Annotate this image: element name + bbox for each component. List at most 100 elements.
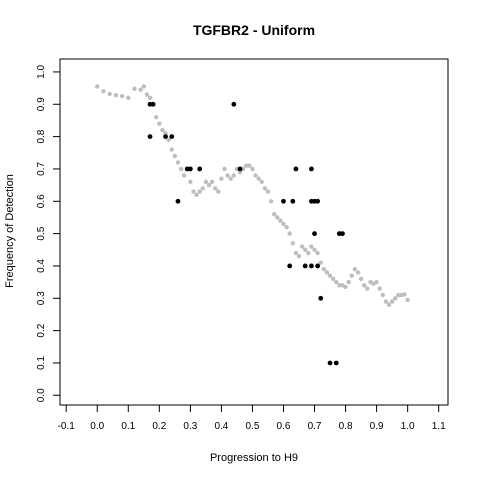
observed-point: [290, 198, 296, 204]
observed-point: [312, 231, 317, 237]
observed-point: [231, 101, 237, 107]
observed-point: [281, 198, 286, 204]
trend-point: [393, 296, 398, 301]
trend-point: [191, 189, 196, 194]
trend-point: [380, 292, 386, 298]
trend-point: [361, 283, 367, 288]
trend-point: [365, 286, 370, 291]
trend-point: [175, 160, 181, 165]
trend-point: [312, 247, 317, 252]
x-tick-label: 0.2: [152, 421, 166, 432]
trend-point: [237, 169, 243, 175]
y-tick-label: 0.8: [36, 129, 47, 143]
trend-point: [247, 163, 252, 168]
observed-point: [315, 263, 321, 269]
observed-point: [315, 198, 321, 204]
trend-point: [163, 131, 168, 136]
plot-frame: [59, 58, 449, 406]
trend-point: [147, 95, 153, 101]
trend-point: [275, 215, 280, 220]
trend-point: [172, 153, 178, 159]
trend-point: [309, 244, 314, 249]
observed-point: [163, 134, 168, 140]
trend-points: [95, 84, 410, 307]
y-tick-label: 0.4: [36, 259, 47, 273]
trend-point: [250, 166, 255, 172]
observed-point: [169, 134, 175, 140]
trend-point: [334, 279, 339, 285]
trend-point: [324, 270, 330, 275]
trend-point: [113, 93, 119, 98]
y-tick-label: 0.9: [36, 97, 47, 111]
trend-point: [268, 199, 274, 204]
trend-point: [358, 276, 364, 282]
observed-point: [333, 360, 339, 366]
trend-point: [259, 179, 264, 185]
trend-point: [271, 212, 277, 217]
trend-point: [284, 224, 289, 230]
trend-point: [209, 179, 215, 185]
y-tick-label: 0.3: [36, 291, 47, 305]
x-tick-label: 1.1: [432, 421, 446, 432]
trend-point: [132, 86, 137, 91]
trend-point: [337, 283, 342, 288]
observed-point: [175, 198, 181, 204]
trend-point: [265, 189, 271, 194]
y-axis: 0.0 0.1 0.2 0.3 0.4 0.5 0.6 0.7 0.8 0.9 1.0: [36, 65, 60, 402]
trend-point: [306, 250, 311, 256]
trend-point: [299, 244, 305, 249]
trend-point: [107, 91, 112, 97]
x-tick-label: 0.4: [214, 421, 228, 432]
trend-point: [287, 231, 292, 236]
y-tick-label: 0.1: [36, 356, 47, 370]
observed-point: [309, 166, 314, 172]
trend-point: [321, 266, 327, 272]
trend-point: [160, 127, 165, 133]
trend-point: [327, 273, 333, 278]
observed-point: [302, 263, 308, 269]
trend-point: [231, 173, 237, 178]
observed-point: [287, 263, 293, 269]
trend-point: [296, 254, 302, 259]
trend-point: [144, 92, 150, 97]
x-tick-label: 0.6: [277, 421, 291, 432]
trend-point: [256, 176, 261, 181]
observed-point: [327, 360, 333, 366]
trend-point: [206, 182, 212, 188]
trend-point: [293, 250, 299, 256]
x-tick-label: 1.0: [401, 421, 415, 432]
x-axis-label: Progression to H9: [210, 452, 298, 464]
x-tick-label: 0.3: [183, 421, 197, 432]
trend-point: [315, 250, 320, 256]
x-tick-label: 0.9: [370, 421, 384, 432]
trend-point: [228, 176, 233, 181]
observed-point: [318, 295, 324, 301]
trend-point: [396, 292, 401, 298]
trend-point: [290, 241, 295, 246]
trend-point: [203, 179, 209, 185]
trend-point: [138, 87, 143, 92]
x-tick-label: 0.5: [245, 421, 259, 432]
observed-point: [340, 231, 345, 237]
trend-point: [154, 115, 159, 120]
trend-point: [262, 186, 268, 191]
trend-point: [377, 286, 382, 291]
observed-point: [293, 166, 299, 172]
y-tick-label: 0.5: [36, 226, 47, 240]
trend-point: [389, 299, 395, 304]
trend-point: [343, 284, 348, 290]
trend-point: [181, 173, 187, 178]
trend-point: [166, 137, 171, 143]
y-tick-label: 0.0: [36, 388, 47, 402]
observed-point: [187, 166, 193, 172]
observed-point: [197, 166, 203, 172]
trend-point: [101, 89, 106, 94]
trend-point: [374, 279, 379, 285]
trend-point: [119, 93, 125, 99]
trend-point: [213, 186, 218, 191]
trend-point: [402, 292, 407, 297]
trend-point: [126, 95, 131, 101]
trend-point: [386, 302, 392, 307]
